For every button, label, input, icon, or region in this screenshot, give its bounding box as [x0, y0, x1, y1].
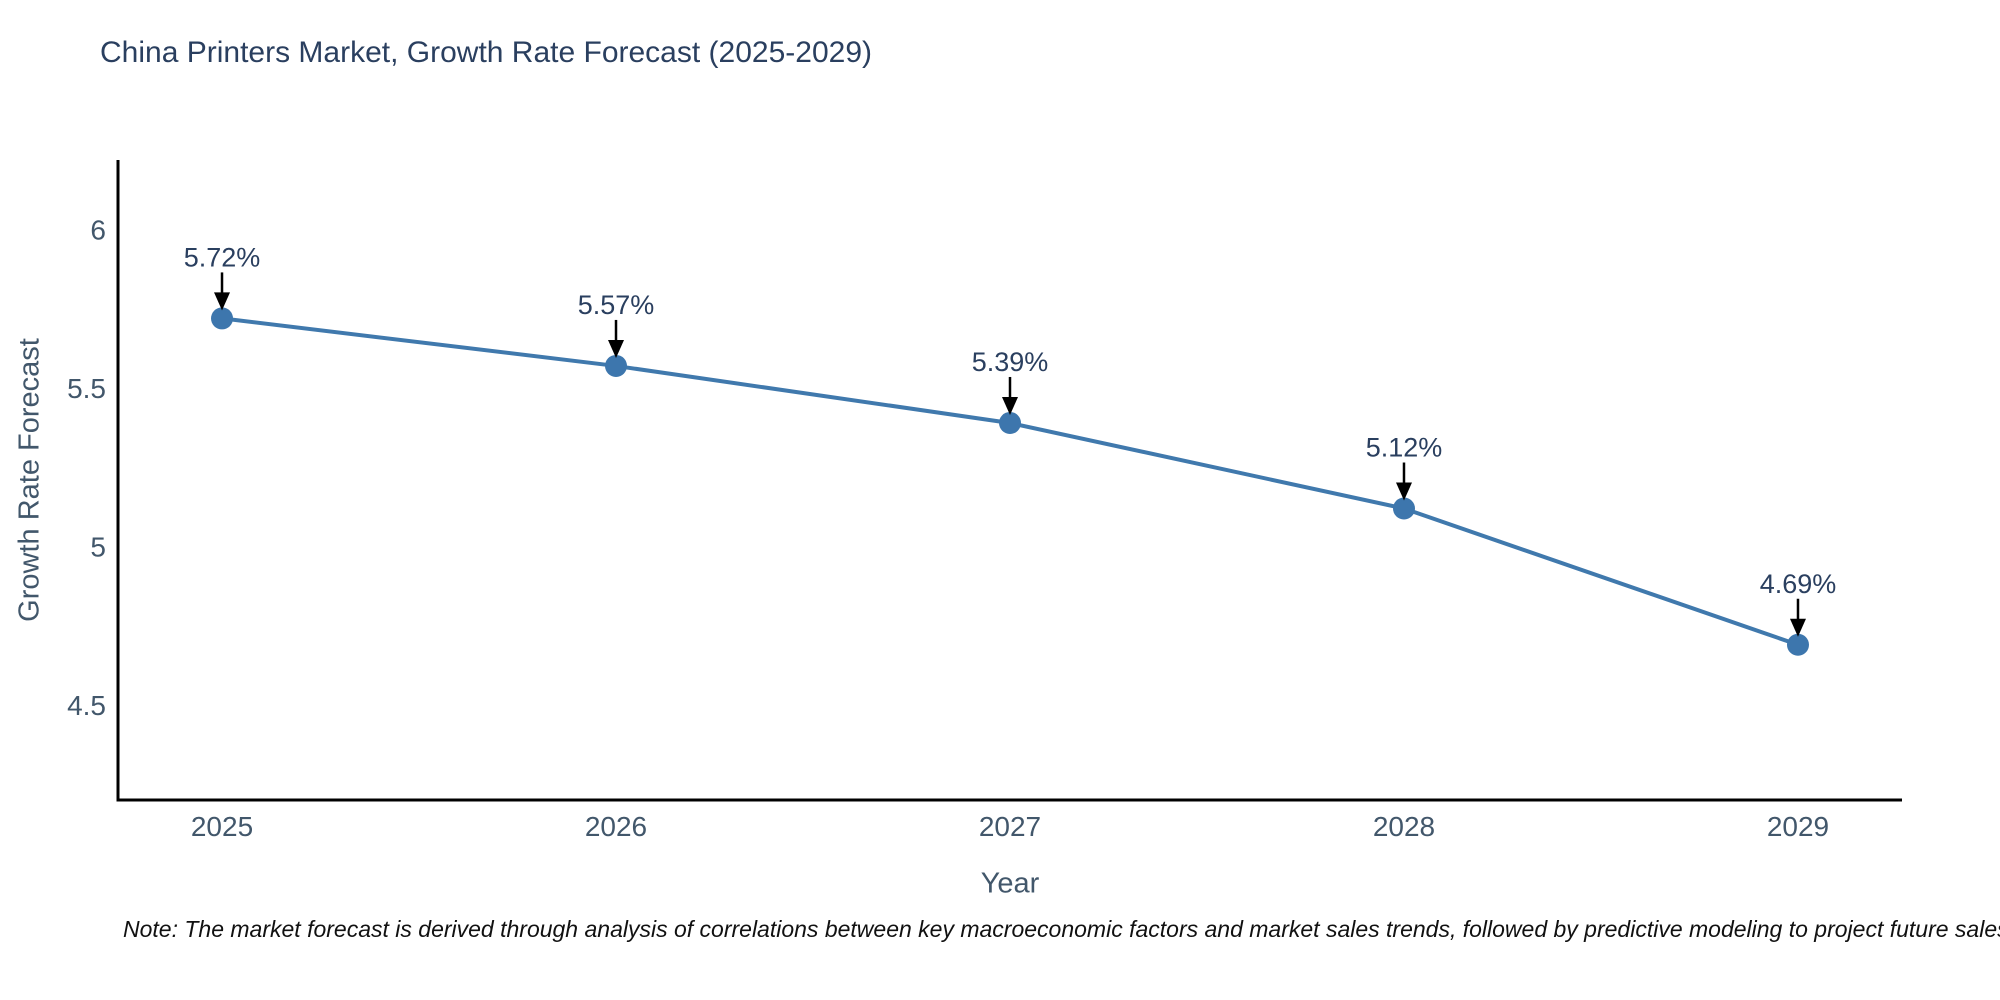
- y-axis-title: Growth Rate Forecast: [13, 338, 46, 622]
- data-point: [1392, 497, 1415, 520]
- y-tick-label: 5: [90, 532, 106, 563]
- point-value-label: 5.39%: [972, 347, 1049, 377]
- y-tick-label: 5.5: [67, 373, 106, 404]
- x-tick-label: 2026: [585, 811, 647, 842]
- data-point: [1786, 633, 1809, 656]
- point-value-label: 5.12%: [1366, 433, 1443, 463]
- annotation-arrowhead: [214, 292, 231, 311]
- annotation-arrowhead: [1395, 482, 1412, 501]
- x-tick-label: 2027: [979, 811, 1041, 842]
- data-point: [211, 307, 234, 330]
- point-value-label: 5.72%: [184, 242, 261, 272]
- data-point: [999, 411, 1021, 434]
- annotation-arrowhead: [1002, 396, 1018, 415]
- point-value-label: 5.57%: [578, 290, 655, 320]
- y-tick-label: 4.5: [67, 690, 106, 721]
- annotation-arrowhead: [1789, 618, 1806, 637]
- data-point: [605, 354, 628, 377]
- point-value-label: 4.69%: [1760, 569, 1837, 599]
- x-tick-label: 2029: [1767, 811, 1829, 842]
- x-tick-label: 2025: [191, 811, 253, 842]
- x-tick-label: 2028: [1373, 811, 1435, 842]
- footnote: Note: The market forecast is derived thr…: [123, 916, 2000, 942]
- chart-title: China Printers Market, Growth Rate Forec…: [100, 36, 872, 69]
- x-axis-title: Year: [980, 867, 1040, 900]
- y-tick-label: 6: [90, 215, 106, 246]
- annotation-arrowhead: [608, 339, 625, 358]
